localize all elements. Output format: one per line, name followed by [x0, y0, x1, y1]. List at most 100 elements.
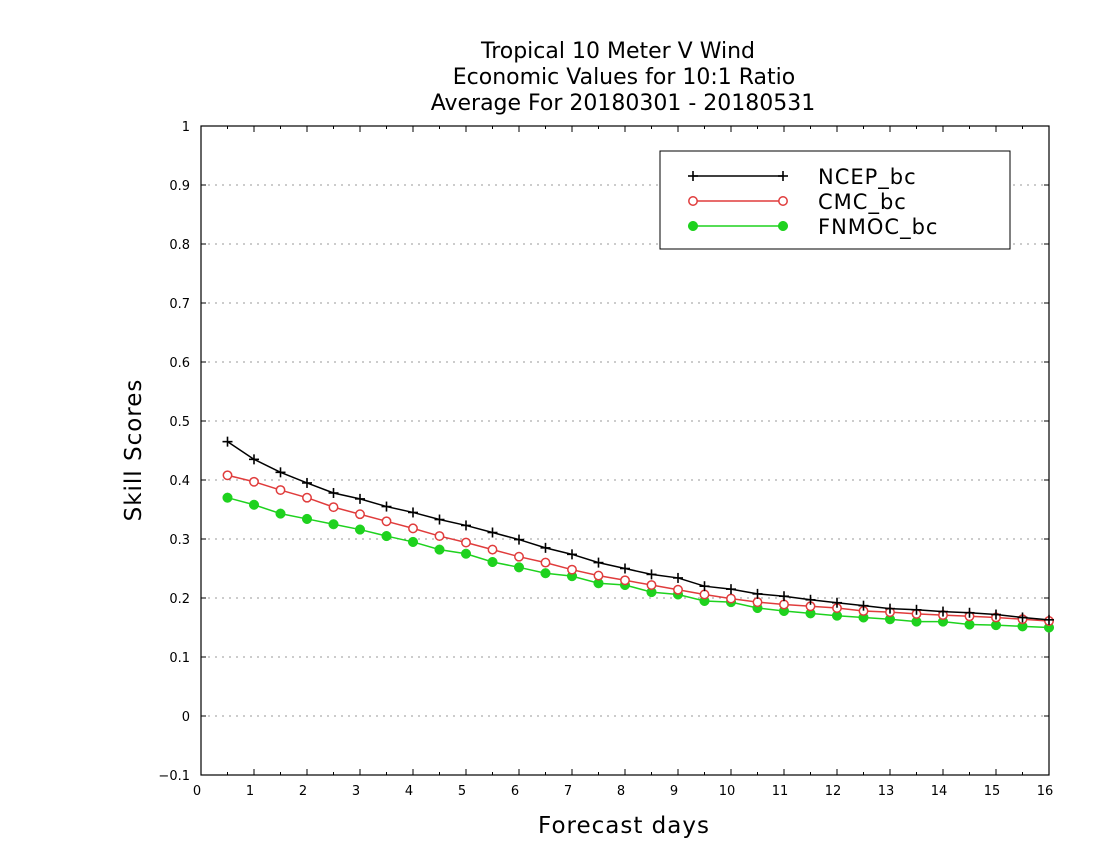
legend-marker	[778, 171, 788, 181]
legend-label: NCEP_bc	[818, 165, 917, 190]
data-point-ncep-bc	[964, 607, 975, 618]
legend-item-cmc-bc: CMC_bc	[688, 190, 907, 215]
data-series	[222, 436, 1055, 633]
data-point-ncep-bc	[805, 594, 816, 605]
legend-marker	[687, 220, 699, 232]
data-point-cmc-bc	[540, 557, 551, 568]
legend-marker	[777, 220, 789, 232]
y-axis-tick-labels: −0.1 0 0.1 0.2 0.3 0.4 0.5 0.6 0.7 0.8 0.9 1	[158, 120, 190, 784]
data-point-ncep-bc	[302, 477, 312, 488]
data-point-ncep-bc	[646, 569, 657, 580]
x-tick-label: 2	[299, 784, 307, 799]
x-tick-label: 4	[405, 784, 413, 799]
data-point-cmc-bc	[646, 580, 657, 590]
data-point-fnmoc-bc	[328, 519, 339, 530]
x-tick-label: 13	[878, 784, 895, 799]
x-tick-label: 0	[193, 784, 201, 799]
legend-label: FNMOC_bc	[818, 215, 938, 240]
data-point-ncep-bc	[328, 487, 339, 498]
data-point-fnmoc-bc	[460, 548, 472, 559]
data-point-ncep-bc	[567, 549, 577, 560]
data-point-ncep-bc	[1044, 614, 1054, 625]
chart-title-line-3: Average For 20180301 - 20180531	[431, 91, 816, 116]
data-point-ncep-bc	[699, 581, 710, 592]
data-point-cmc-bc	[461, 537, 471, 548]
legend-marker	[688, 171, 698, 181]
y-tick-label: 0.6	[169, 356, 190, 371]
data-point-ncep-bc	[726, 584, 736, 595]
data-point-ncep-bc	[249, 454, 259, 465]
y-tick-label: 0	[182, 710, 190, 725]
data-point-ncep-bc	[885, 603, 895, 614]
x-axis-title: Forecast days	[538, 813, 710, 839]
data-point-ncep-bc	[673, 572, 683, 583]
data-point-ncep-bc	[911, 604, 922, 615]
data-point-ncep-bc	[991, 609, 1001, 620]
x-tick-label: 11	[772, 784, 789, 799]
data-point-ncep-bc	[540, 542, 551, 553]
x-tick-label: 5	[458, 784, 466, 799]
chart-title-line-1: Tropical 10 Meter V Wind	[480, 39, 755, 64]
data-point-ncep-bc	[381, 501, 392, 512]
y-axis-title: Skill Scores	[121, 379, 147, 522]
x-tick-label: 8	[617, 784, 625, 799]
x-tick-label: 3	[352, 784, 360, 799]
data-point-cmc-bc	[434, 531, 445, 541]
data-point-fnmoc-bc	[381, 531, 392, 542]
data-point-fnmoc-bc	[513, 562, 525, 573]
data-point-cmc-bc	[249, 476, 259, 487]
data-point-ncep-bc	[858, 600, 869, 611]
y-tick-label: 0.1	[169, 651, 190, 666]
data-point-fnmoc-bc	[354, 524, 366, 535]
x-axis-tick-labels: 0 1 2 3 4 5 6 7 8 9 10 11 12 13 14 15 16	[193, 784, 1053, 799]
data-point-ncep-bc	[487, 527, 498, 538]
data-point-cmc-bc	[381, 516, 392, 527]
x-tick-label: 9	[670, 784, 678, 799]
y-tick-label: −0.1	[158, 769, 190, 784]
data-point-ncep-bc	[355, 493, 365, 504]
data-point-ncep-bc	[275, 467, 286, 478]
data-point-cmc-bc	[222, 470, 233, 481]
y-tick-label: 0.4	[169, 474, 190, 489]
series-cmc-bc	[222, 470, 1054, 626]
y-tick-label: 0.5	[169, 415, 190, 430]
data-point-cmc-bc	[567, 564, 577, 575]
data-point-ncep-bc	[222, 436, 233, 447]
data-point-cmc-bc	[779, 599, 789, 610]
data-point-fnmoc-bc	[540, 568, 551, 579]
legend-label: CMC_bc	[818, 190, 907, 215]
data-point-cmc-bc	[302, 492, 312, 503]
x-tick-label: 7	[564, 784, 572, 799]
x-tick-label: 14	[931, 784, 948, 799]
chart-title: Tropical 10 Meter V Wind Economic Values…	[431, 39, 816, 116]
data-point-ncep-bc	[1017, 612, 1028, 623]
legend-marker	[688, 196, 698, 206]
y-tick-label: 0.2	[169, 592, 190, 607]
legend-item-ncep-bc: NCEP_bc	[688, 165, 917, 190]
data-point-fnmoc-bc	[407, 536, 419, 548]
x-tick-label: 10	[719, 784, 736, 799]
y-tick-label: 0.7	[169, 297, 190, 312]
data-point-ncep-bc	[832, 597, 842, 608]
y-tick-label: 1	[182, 120, 190, 135]
x-tick-label: 1	[246, 784, 254, 799]
y-tick-label: 0.9	[169, 179, 190, 194]
data-point-fnmoc-bc	[301, 513, 313, 524]
data-point-cmc-bc	[487, 544, 498, 555]
data-point-fnmoc-bc	[222, 492, 233, 503]
axis-ticks	[200, 125, 1050, 776]
chart-title-line-2: Economic Values for 10:1 Ratio	[453, 65, 795, 90]
data-point-cmc-bc	[726, 593, 736, 604]
data-point-cmc-bc	[699, 589, 710, 600]
data-point-ncep-bc	[752, 588, 763, 599]
gridlines	[201, 184, 1049, 717]
y-tick-label: 0.8	[169, 238, 190, 253]
y-tick-label: 0.3	[169, 533, 190, 548]
series-line-fnmoc-bc	[227, 496, 1050, 629]
data-point-cmc-bc	[408, 523, 418, 534]
data-point-fnmoc-bc	[248, 499, 260, 510]
data-point-cmc-bc	[673, 584, 683, 595]
x-tick-label: 16	[1037, 784, 1054, 799]
data-point-ncep-bc	[938, 606, 948, 617]
